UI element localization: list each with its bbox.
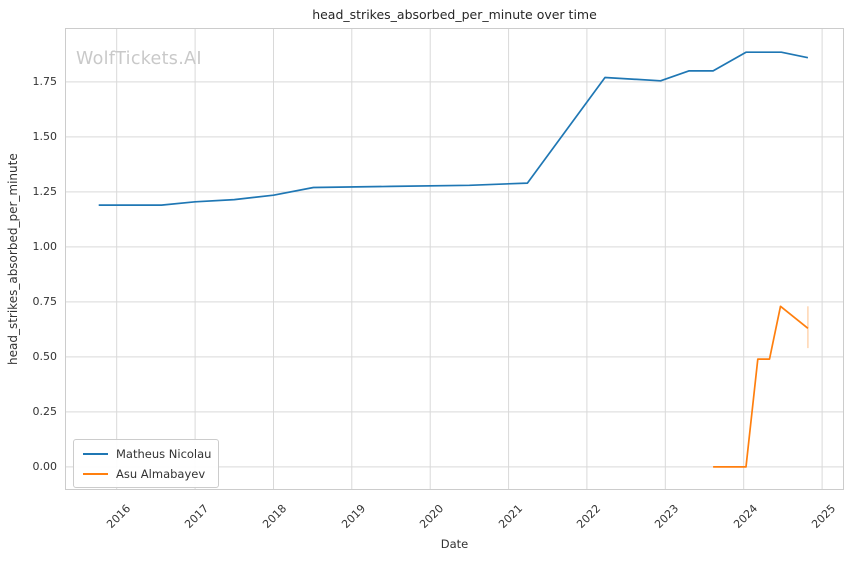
watermark: WolfTickets.AI (76, 49, 202, 69)
chart-canvas (65, 28, 844, 490)
y-tick-label: 1.25 (32, 184, 58, 198)
y-tick-label: 0.50 (32, 349, 58, 363)
y-tick-label: 1.00 (32, 239, 58, 253)
plot-border (65, 28, 844, 490)
legend-item: Asu Almabayev (83, 466, 209, 481)
legend-label: Asu Almabayev (116, 466, 206, 481)
series-line-1 (713, 305, 809, 468)
series-line-0 (98, 51, 809, 206)
legend-line-swatch (83, 472, 108, 475)
legend-label: Matheus Nicolau (116, 446, 212, 461)
y-tick-label: 0.25 (32, 404, 58, 418)
y-axis-label: head_strikes_absorbed_per_minute (6, 153, 20, 365)
legend-line-swatch (83, 452, 108, 455)
chart-title: head_strikes_absorbed_per_minute over ti… (312, 7, 597, 22)
y-tick-label: 1.75 (32, 74, 58, 88)
plot-area (65, 28, 844, 490)
legend: Matheus Nicolau Asu Almabayev (73, 439, 219, 488)
y-tick-label: 0.00 (32, 459, 58, 473)
y-tick-label: 0.75 (32, 294, 58, 308)
legend-item: Matheus Nicolau (83, 446, 212, 461)
y-tick-label: 1.50 (32, 129, 58, 143)
x-axis-label: Date (440, 537, 469, 551)
